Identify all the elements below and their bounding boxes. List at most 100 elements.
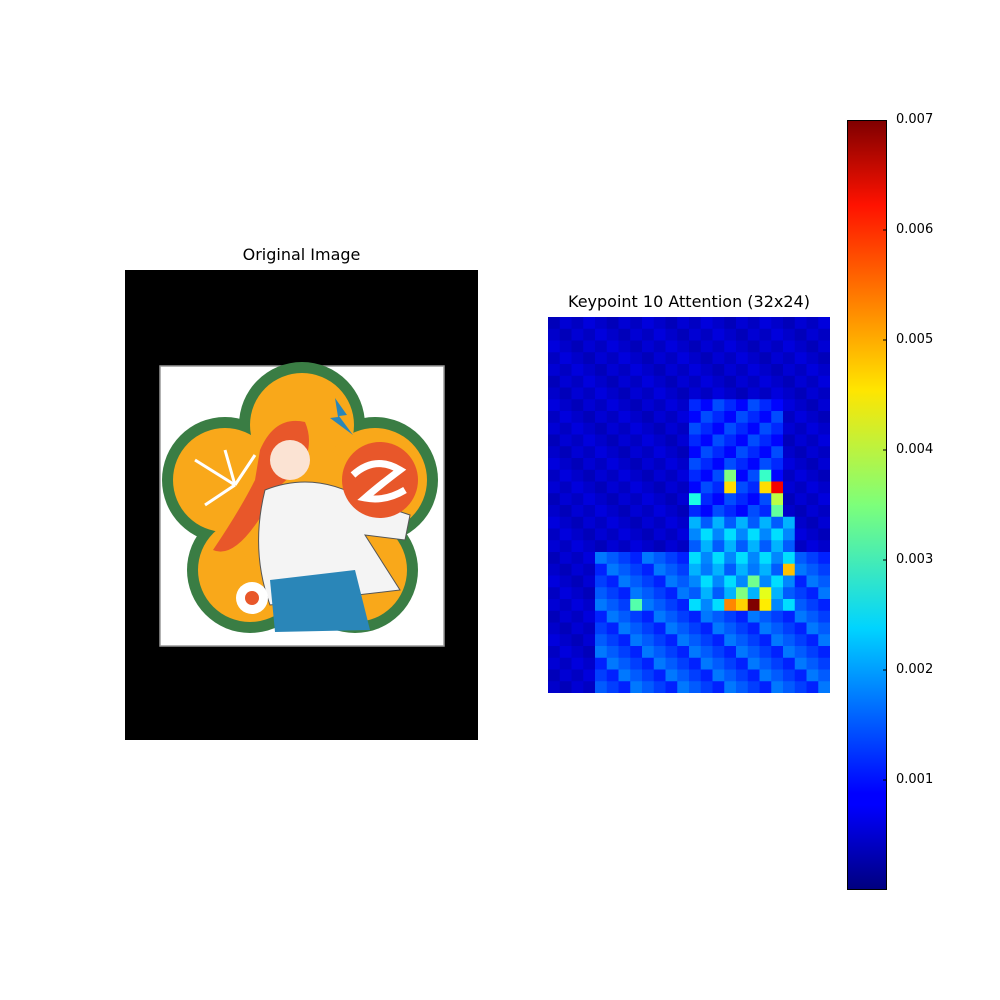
heatmap-cell [583, 458, 596, 471]
heatmap-cell [818, 434, 830, 447]
heatmap-cell [606, 657, 619, 670]
heatmap-cell [548, 646, 561, 659]
heatmap-cell [548, 469, 561, 482]
heatmap-cell [653, 328, 666, 341]
heatmap-cell [712, 481, 725, 494]
heatmap-cell [665, 399, 678, 412]
heatmap-cell [712, 340, 725, 353]
heatmap-cell [677, 552, 690, 565]
heatmap-cell [595, 599, 608, 612]
heatmap-cell [724, 493, 737, 506]
heatmap-cell [583, 317, 596, 330]
heatmap-cell [712, 375, 725, 388]
heatmap-cell [630, 364, 643, 377]
heatmap-cell [700, 563, 713, 576]
heatmap-cell [642, 328, 655, 341]
heatmap-cell [665, 516, 678, 529]
heatmap-cell [747, 681, 760, 693]
heatmap-cell [595, 505, 608, 518]
heatmap-cell [759, 646, 772, 659]
heatmap-cell [595, 364, 608, 377]
heatmap-cell [759, 575, 772, 588]
heatmap-cell [665, 657, 678, 670]
heatmap-cell [783, 681, 796, 693]
heatmap-cell [595, 328, 608, 341]
heatmap-cell [759, 657, 772, 670]
heatmap-cell [559, 657, 572, 670]
heatmap-cell [736, 505, 749, 518]
heatmap-cell [583, 575, 596, 588]
heatmap-cell [606, 610, 619, 623]
heatmap-cell [618, 458, 631, 471]
heatmap-cell [818, 411, 830, 424]
heatmap-cell [806, 375, 819, 388]
heatmap-cell [618, 352, 631, 365]
heatmap-cell [794, 375, 807, 388]
heatmap-cell [653, 540, 666, 553]
heatmap-cell [689, 505, 702, 518]
heatmap-cell [689, 599, 702, 612]
heatmap-cell [606, 317, 619, 330]
heatmap-cell [712, 634, 725, 647]
heatmap-cell [595, 317, 608, 330]
heatmap-cell [653, 422, 666, 435]
heatmap-cell [677, 622, 690, 635]
heatmap-cell [653, 681, 666, 693]
heatmap-cell [571, 528, 584, 541]
heatmap-cell [665, 387, 678, 400]
heatmap-cell [794, 681, 807, 693]
heatmap-cell [653, 481, 666, 494]
heatmap-cell [559, 552, 572, 565]
heatmap-cell [771, 505, 784, 518]
heatmap-cell [606, 646, 619, 659]
heatmap-cell [583, 516, 596, 529]
heatmap-cell [583, 505, 596, 518]
heatmap-cell [818, 422, 830, 435]
heatmap-cell [783, 364, 796, 377]
heatmap-cell [665, 411, 678, 424]
heatmap-cell [806, 364, 819, 377]
heatmap-cell [548, 375, 561, 388]
heatmap-cell [677, 540, 690, 553]
heatmap-cell [771, 352, 784, 365]
heatmap-cell [747, 340, 760, 353]
heatmap-cell [642, 599, 655, 612]
heatmap-cell [618, 387, 631, 400]
heatmap-cell [618, 657, 631, 670]
heatmap-cell [724, 681, 737, 693]
heatmap-cell [818, 328, 830, 341]
heatmap-cell [571, 681, 584, 693]
heatmap-cell [653, 669, 666, 682]
heatmap-cell [642, 622, 655, 635]
heatmap-cell [606, 575, 619, 588]
heatmap-cell [571, 587, 584, 600]
heatmap-cell [712, 516, 725, 529]
heatmap-cell [747, 422, 760, 435]
heatmap-cell [571, 375, 584, 388]
heatmap-cell [665, 328, 678, 341]
heatmap-cell [818, 575, 830, 588]
heatmap-cell [548, 634, 561, 647]
colorbar-gradient [847, 120, 887, 890]
heatmap-cell [771, 422, 784, 435]
heatmap-cell [747, 375, 760, 388]
heatmap-cell [595, 399, 608, 412]
heatmap-cell [559, 411, 572, 424]
heatmap-cell [571, 481, 584, 494]
heatmap-cell [818, 375, 830, 388]
heatmap-cell [571, 516, 584, 529]
heatmap-cell [606, 434, 619, 447]
heatmap-cell [595, 422, 608, 435]
heatmap-cell [595, 540, 608, 553]
heatmap-cell [794, 610, 807, 623]
heatmap-cell [606, 540, 619, 553]
heatmap-cell [677, 669, 690, 682]
heatmap-cell [794, 469, 807, 482]
heatmap-cell [700, 540, 713, 553]
original-image-title: Original Image [242, 245, 361, 264]
heatmap-cell [559, 505, 572, 518]
heatmap-cell [653, 469, 666, 482]
heatmap-cell [818, 399, 830, 412]
heatmap-cell [747, 481, 760, 494]
heatmap-cell [700, 458, 713, 471]
